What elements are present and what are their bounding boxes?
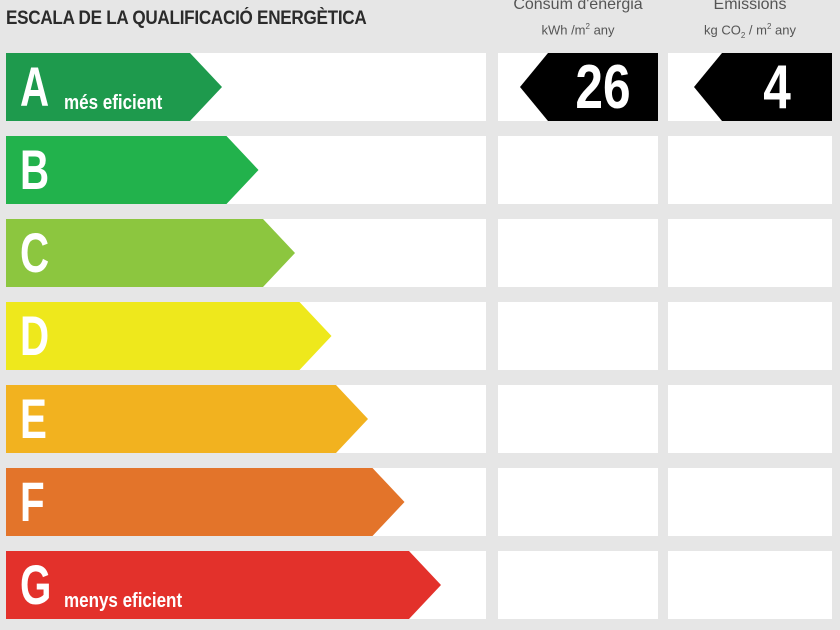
class-note-g: menys eficient (64, 590, 183, 612)
class-letter-d: D (20, 304, 50, 367)
consumption-value: 26 (575, 53, 631, 122)
emissions-cell-g (668, 551, 832, 619)
class-arrow-shape-b (6, 136, 259, 204)
class-arrow-shape-d (6, 302, 332, 370)
emissions-cell-e (668, 385, 832, 453)
class-letter-a: A (20, 55, 50, 118)
consumption-cell-e (498, 385, 658, 453)
consumption-marker-shape (520, 53, 658, 121)
class-letter-f: F (20, 470, 45, 533)
emissions-marker-shape (694, 53, 832, 121)
consumption-cell-c (498, 219, 658, 287)
emissions-unit: kg CO2 / m2 any (704, 22, 796, 40)
class-letter-c: C (20, 221, 50, 284)
emissions-cell-d (668, 302, 832, 370)
consumption-marker: 26 (520, 53, 658, 122)
consumption-column-header: Consum d'energia kWh /m2 any (498, 0, 658, 39)
class-arrow-e: E (6, 385, 368, 453)
class-arrow-shape-a (6, 53, 222, 121)
class-arrow-c: C (6, 219, 295, 287)
page-title: ESCALA DE LA QUALIFICACIÓ ENERGÈTICA (6, 8, 367, 29)
consumption-unit: kWh /m2 any (541, 22, 615, 38)
class-letter-g: G (20, 553, 52, 616)
class-arrow-shape-c (6, 219, 295, 287)
class-note-a: més eficient (64, 92, 163, 114)
emissions-label: Emissions (713, 0, 787, 13)
emissions-cell-c (668, 219, 832, 287)
consumption-cell-d (498, 302, 658, 370)
consumption-cell-b (498, 136, 658, 204)
emissions-column-header: Emissions kg CO2 / m2 any (668, 0, 832, 45)
class-arrow-f: F (6, 468, 405, 536)
emissions-cell-b (668, 136, 832, 204)
class-letter-b: B (20, 138, 50, 201)
consumption-label: Consum d'energia (513, 0, 643, 13)
emissions-cell-f (668, 468, 832, 536)
class-arrow-shape-f (6, 468, 405, 536)
emissions-marker: 4 (694, 53, 832, 122)
consumption-cell-g (498, 551, 658, 619)
class-arrow-shape-g (6, 551, 441, 619)
emissions-value: 4 (763, 53, 791, 122)
class-arrow-shape-e (6, 385, 368, 453)
class-arrow-d: D (6, 302, 332, 370)
consumption-cell-f (498, 468, 658, 536)
class-letter-e: E (20, 387, 47, 450)
class-arrow-b: B (6, 136, 259, 204)
